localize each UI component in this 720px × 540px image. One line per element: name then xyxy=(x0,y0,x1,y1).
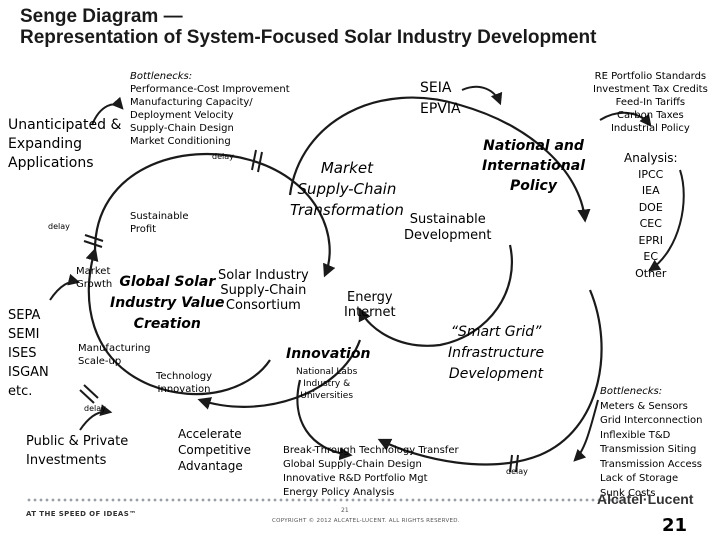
loop-left-lower xyxy=(85,247,271,396)
arrow-seia xyxy=(461,85,503,106)
footer-copyright: COPYRIGHT © 2012 ALCATEL-LUCENT. ALL RIG… xyxy=(272,518,460,524)
sustainable-development-label: Sustainable Development xyxy=(404,212,492,243)
delay-mark-bottom-left-2 xyxy=(79,389,95,404)
sustainable-profit-label: Sustainable Profit xyxy=(130,211,189,235)
bottlenecks-top: Bottlenecks: Performance-Cost Improvemen… xyxy=(130,71,290,147)
seia-epvia-label: SEIA EPVIA xyxy=(420,80,461,117)
loop-bottom-small xyxy=(296,379,353,461)
delay-left: delay xyxy=(48,222,70,231)
alcatel-lucent-logo: Alcatel·Lucent xyxy=(597,491,694,507)
loop-center-top xyxy=(288,96,591,223)
loop-innovation xyxy=(197,339,362,410)
delay-mark-left-2 xyxy=(83,240,103,248)
footer-tagline: AT THE SPEED OF IDEAS™ xyxy=(26,510,137,518)
loop-center-right xyxy=(358,244,513,347)
smart-grid-label: “Smart Grid” Infrastructure Development xyxy=(448,324,545,382)
delay-mark-bottom-right xyxy=(509,454,513,473)
arrow-orgs xyxy=(49,273,81,301)
delay-top: delay xyxy=(212,152,234,161)
unanticipated-label: Unanticipated & Expanding Applications xyxy=(8,117,122,171)
title-line-2: Representation of System-Focused Solar I… xyxy=(20,27,597,48)
accelerate-label: Accelerate Competitive Advantage xyxy=(178,427,251,473)
market-growth-label: Market Growth xyxy=(76,266,113,290)
national-labs-label: National Labs Industry & Universities xyxy=(296,367,358,401)
loop-right-bottom xyxy=(377,289,603,466)
breakthrough-list: Break-Through Technology Transfer Global… xyxy=(283,445,459,498)
innovation-label: Innovation xyxy=(286,346,371,362)
arrow-analysis xyxy=(648,169,685,272)
re-policy-list: RE Portfolio Standards Investment Tax Cr… xyxy=(593,71,708,134)
manufacturing-scaleup-label: Manufacturing Scale-up xyxy=(78,343,151,367)
orgs-list: SEPA SEMI ISES ISGAN etc. xyxy=(8,308,49,399)
arrow-policy xyxy=(599,111,652,127)
page-number: 21 xyxy=(662,515,688,536)
footer-small-page: 21 xyxy=(341,507,349,514)
loop-left-upper xyxy=(93,152,336,278)
delay-mark-bottom-left xyxy=(83,384,99,399)
title-line-1: Senge Diagram — xyxy=(20,6,183,27)
bottlenecks-right: Bottlenecks: Meters & Sensors Grid Inter… xyxy=(600,386,703,499)
market-supply-chain-label: Market Supply-Chain Transformation xyxy=(290,159,404,219)
arrow-unanticipated xyxy=(91,96,124,126)
delay-mark-top-2 xyxy=(257,151,263,173)
arrow-bottlenecks-right xyxy=(573,399,599,462)
delay-mark-top xyxy=(251,149,257,171)
delay-mark-bottom-right-2 xyxy=(515,454,519,473)
consortium-label: Solar Industry Supply-Chain Consortium xyxy=(218,268,309,313)
national-international-policy-label: National and International Policy xyxy=(482,138,586,194)
global-solar-label: Global Solar Industry Value Creation xyxy=(110,274,225,332)
energy-internet-label: Energy Internet xyxy=(344,290,396,320)
footer-dots-divider xyxy=(26,497,626,503)
public-private-label: Public & Private Investments xyxy=(26,434,129,468)
delay-mark-left xyxy=(84,234,104,242)
delay-bottom-right: delay xyxy=(506,467,528,476)
arrow-public xyxy=(79,404,113,431)
technology-innovation-label: Technology Innovation xyxy=(156,371,213,395)
analysis-list: Analysis: IPCC IEA DOE CEC EPRI EC Other xyxy=(624,151,678,280)
delay-bottom-left: delay xyxy=(84,404,106,413)
